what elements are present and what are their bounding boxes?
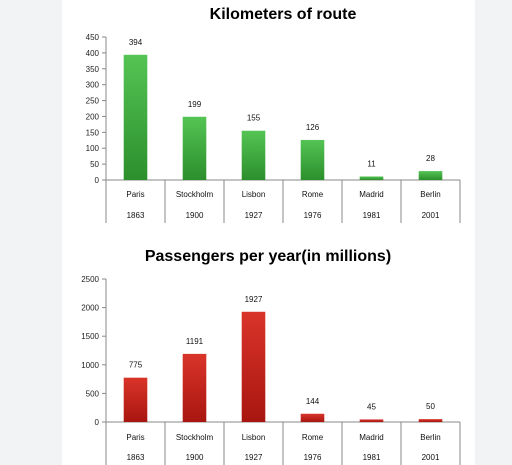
- y-tick-label: 0: [95, 418, 100, 427]
- category-label: Paris: [126, 190, 144, 199]
- category-label: Rome: [302, 190, 324, 199]
- y-tick-label: 500: [86, 389, 100, 398]
- data-label: 775: [129, 361, 143, 370]
- year-label: 1927: [245, 211, 263, 220]
- chart-title-kilometers: Kilometers of route: [210, 6, 357, 23]
- year-label: 1927: [245, 453, 263, 462]
- y-tick-label: 350: [86, 65, 100, 74]
- year-label: 1863: [127, 211, 145, 220]
- category-label: Lisbon: [242, 190, 266, 199]
- bar-paris: [123, 377, 148, 422]
- bar-madrid: [359, 419, 384, 422]
- y-tick-label: 400: [86, 49, 100, 58]
- category-label: Berlin: [420, 433, 440, 442]
- category-label: Paris: [126, 433, 144, 442]
- bar-berlin: [418, 419, 443, 422]
- category-label: Lisbon: [242, 433, 266, 442]
- charts-canvas: Kilometers of route 0 50 100 150 200 250 300 35…: [81, 6, 461, 465]
- category-label: Berlin: [420, 190, 440, 199]
- y-tick-label: 0: [95, 176, 100, 185]
- y-tick-label: 300: [86, 81, 100, 90]
- data-label: 50: [426, 402, 435, 411]
- category-label: Rome: [302, 433, 324, 442]
- data-label: 1191: [186, 337, 204, 346]
- page: Kilometers of route 0 50 100 150 200 250 300 35…: [62, 0, 475, 465]
- year-label: 1976: [304, 211, 322, 220]
- bar-lisbon: [241, 130, 266, 180]
- y-tick-label: 250: [86, 97, 100, 106]
- year-label: 1900: [186, 453, 204, 462]
- y-tick-label: 2000: [81, 304, 99, 313]
- category-label: Madrid: [359, 190, 383, 199]
- data-label: 126: [306, 123, 320, 132]
- chart-passengers: Passengers per year(in millions) 0 500 100…: [81, 248, 461, 465]
- chart-title-passengers: Passengers per year(in millions): [145, 248, 391, 265]
- data-label: 144: [306, 397, 320, 406]
- data-label: 155: [247, 114, 261, 123]
- year-label: 2001: [422, 453, 440, 462]
- data-label: 45: [367, 402, 376, 411]
- y-tick-label: 200: [86, 112, 100, 121]
- bar-paris: [123, 54, 148, 180]
- bar-rome: [300, 413, 325, 422]
- data-label: 1927: [245, 295, 263, 304]
- year-label: 1981: [363, 211, 381, 220]
- y-tick-label: 100: [86, 144, 100, 153]
- y-tick-label: 450: [86, 33, 100, 42]
- category-label: Stockholm: [176, 190, 214, 199]
- y-tick-label: 50: [90, 160, 99, 169]
- year-label: 2001: [422, 211, 440, 220]
- data-label: 28: [426, 154, 435, 163]
- year-label: 1981: [363, 453, 381, 462]
- category-label: Madrid: [359, 433, 383, 442]
- data-label: 199: [188, 100, 202, 109]
- y-tick-label: 1000: [81, 361, 99, 370]
- y-tick-label: 150: [86, 128, 100, 137]
- category-label: Stockholm: [176, 433, 214, 442]
- year-label: 1976: [304, 453, 322, 462]
- y-tick-label: 1500: [81, 332, 99, 341]
- year-label: 1900: [186, 211, 204, 220]
- bar-madrid: [359, 176, 384, 180]
- data-label: 394: [129, 38, 143, 47]
- year-label: 1863: [127, 453, 145, 462]
- bar-rome: [300, 139, 325, 180]
- bar-berlin: [418, 171, 443, 180]
- y-tick-label: 2500: [81, 275, 99, 284]
- chart-kilometers: Kilometers of route 0 50 100 150 200 250 300 35…: [86, 6, 461, 223]
- bar-lisbon: [241, 311, 266, 422]
- data-label: 11: [367, 160, 376, 169]
- bar-stockholm: [182, 353, 207, 422]
- bar-stockholm: [182, 116, 207, 180]
